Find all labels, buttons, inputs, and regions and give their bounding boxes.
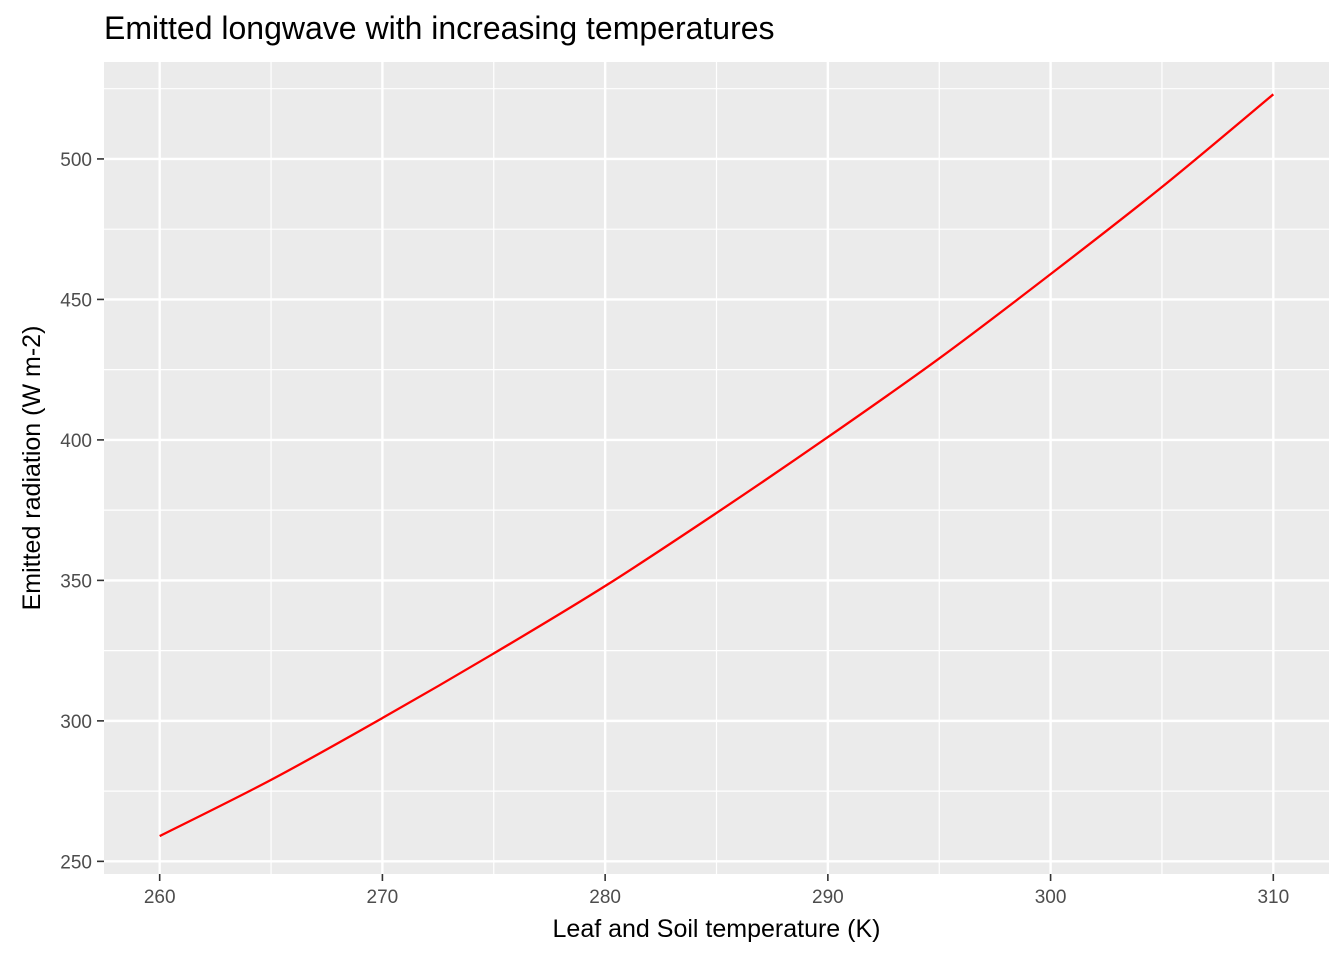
series-layer <box>159 93 1275 838</box>
series-line <box>159 93 1275 838</box>
x-tick-label: 300 <box>1035 887 1067 908</box>
x-tick-label: 270 <box>367 887 399 908</box>
major-gridlines <box>104 62 1329 874</box>
axis-ticks <box>97 158 1275 881</box>
y-tick-label: 400 <box>60 431 92 452</box>
chart-title: Emitted longwave with increasing tempera… <box>104 10 775 46</box>
minor-gridlines <box>104 62 1329 874</box>
x-tick-label: 260 <box>144 887 176 908</box>
x-tick-label: 280 <box>589 887 621 908</box>
y-tick-label: 450 <box>60 290 92 311</box>
x-tick-label: 310 <box>1257 887 1289 908</box>
y-tick-label: 500 <box>60 150 92 171</box>
x-axis-title: Leaf and Soil temperature (K) <box>553 915 881 943</box>
y-tick-label: 250 <box>60 852 92 873</box>
x-tick-label: 290 <box>812 887 844 908</box>
y-axis-title: Emitted radiation (W m-2) <box>18 326 46 611</box>
tick-labels: 260 270 280 290 300 310 250 300 350 400 450 500 <box>60 150 1289 908</box>
y-tick-label: 300 <box>60 712 92 733</box>
y-tick-label: 350 <box>60 571 92 592</box>
